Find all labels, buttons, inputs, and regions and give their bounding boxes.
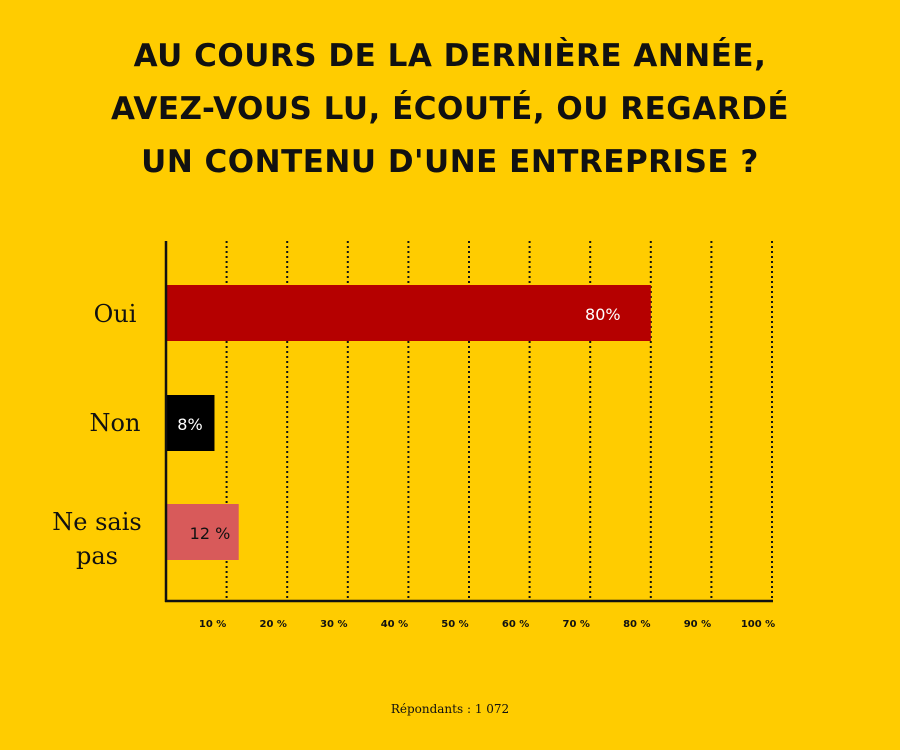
category-label-non: Non — [89, 409, 141, 437]
chart-title: Au cours de la dernière année, avez-vous… — [0, 30, 900, 189]
title-line-2: avez-vous lu, écouté, ou regardé — [110, 91, 789, 127]
title-line-1: Au cours de la dernière année, — [133, 38, 767, 74]
x-tick-label-30: 30 % — [320, 619, 347, 630]
x-tick-label-100: 100 % — [741, 619, 775, 630]
bar-2 — [166, 504, 239, 560]
bar-1 — [166, 395, 215, 451]
x-tick-label-20: 20 % — [259, 619, 286, 630]
x-tick-label-90: 90 % — [684, 619, 711, 630]
respondents-note: Répondants : 1 072 — [390, 702, 510, 716]
value-label-1: 8% — [177, 415, 202, 434]
x-tick-label-40: 40 % — [381, 619, 408, 630]
x-tick-label-50: 50 % — [441, 619, 468, 630]
x-tick-label-80: 80 % — [623, 619, 650, 630]
category-label-ne-sais-pas: Ne sais pas — [52, 508, 142, 570]
value-label-0: 80% — [585, 305, 621, 324]
x-tick-label-10: 10 % — [199, 619, 226, 630]
title-line-3: un contenu d'une entreprise ? — [141, 144, 759, 180]
x-tick-label-70: 70 % — [562, 619, 589, 630]
x-tick-label-60: 60 % — [502, 619, 529, 630]
value-label-2: 12 % — [190, 524, 231, 543]
bar-0 — [166, 285, 651, 341]
category-label-oui: Oui — [93, 300, 137, 328]
